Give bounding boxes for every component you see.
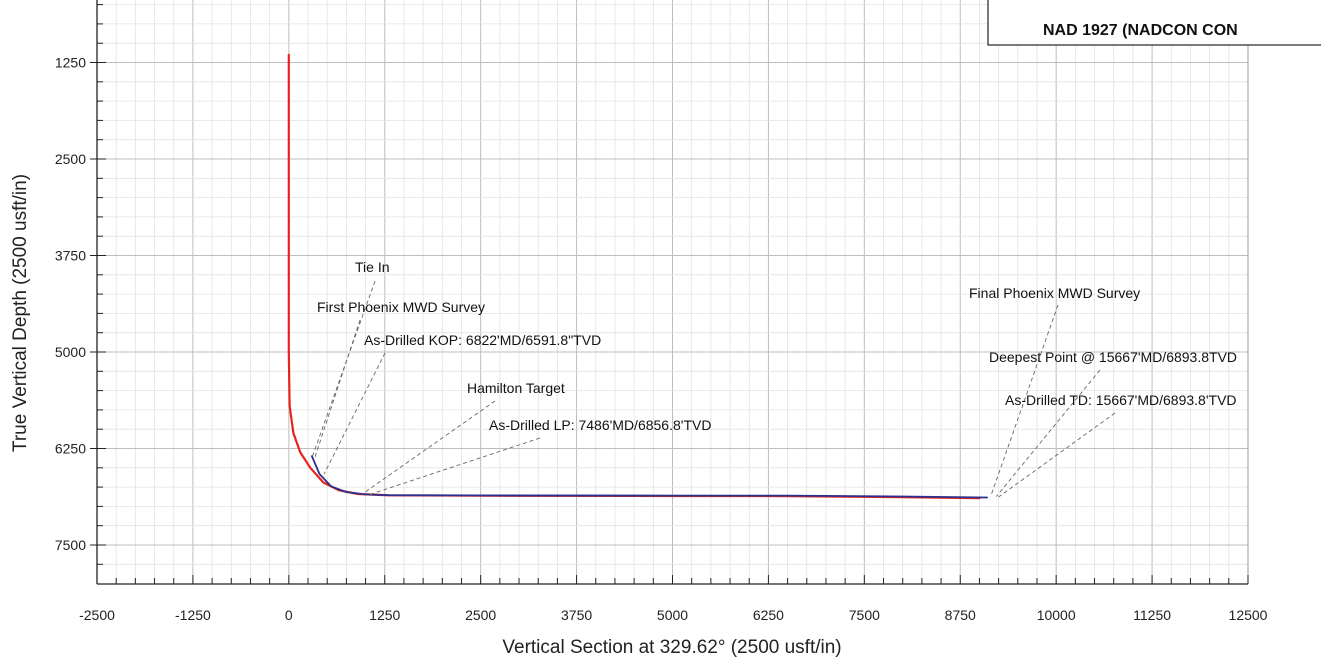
grid — [96, 0, 1249, 584]
annotation-leader — [369, 437, 541, 496]
x-axis-title: Vertical Section at 329.62° (2500 usft/i… — [502, 637, 841, 658]
annotation-leader — [323, 352, 386, 475]
annotation-label: Tie In — [355, 259, 390, 275]
x-tick-label: 12500 — [1229, 607, 1268, 623]
x-tick-label: 8750 — [945, 607, 976, 623]
y-tick-label: 6250 — [55, 441, 86, 457]
y-tick-label: 7500 — [55, 537, 86, 553]
annotation-leader — [313, 319, 361, 460]
crs-legend-frame — [987, 0, 1321, 46]
x-tick-label: 5000 — [657, 607, 688, 623]
annotation-label: First Phoenix MWD Survey — [317, 299, 485, 315]
y-tick-label: 5000 — [55, 344, 86, 360]
y-tick-label: 2500 — [55, 151, 86, 167]
x-tick-label: 10000 — [1037, 607, 1076, 623]
annotation-label: As-Drilled TD: 15667'MD/6893.8'TVD — [1005, 392, 1237, 408]
x-tick-label: 6250 — [753, 607, 784, 623]
annotation-leader — [998, 412, 1116, 498]
annotation-label: Deepest Point @ 15667'MD/6893.8TVD — [989, 349, 1237, 365]
annotation-leader — [995, 369, 1101, 497]
annotation-label: As-Drilled LP: 7486'MD/6856.8'TVD — [489, 417, 711, 433]
x-tick-label: 11250 — [1133, 607, 1171, 623]
y-axis-title: True Vertical Depth (2500 usft/in) — [10, 174, 31, 452]
x-tick-label: 3750 — [561, 607, 592, 623]
crs-legend-text: NAD 1927 (NADCON CON — [1043, 22, 1238, 39]
y-tick-label: 3750 — [55, 248, 86, 264]
annotation-label: Final Phoenix MWD Survey — [969, 285, 1140, 301]
x-tick-label: 2500 — [465, 607, 496, 623]
x-tick-label: 0 — [285, 607, 293, 623]
x-tick-label: -2500 — [79, 607, 115, 623]
axes: -2500 -1250 0 1250 2500 3750 5000 6250 7500 8750 1… — [55, 0, 1268, 623]
series — [287, 53, 988, 500]
x-tick-label: 7500 — [849, 607, 880, 623]
crs-legend-box: NAD 1927 (NADCON CON — [987, 0, 1321, 46]
annotation-label: Hamilton Target — [467, 380, 565, 396]
annotation-leader — [361, 400, 496, 495]
annotation-label: As-Drilled KOP: 6822'MD/6591.8"TVD — [364, 332, 601, 348]
x-tick-label: -1250 — [175, 607, 211, 623]
annotation-leader — [990, 304, 1059, 496]
y-tick-label: 1250 — [55, 55, 86, 71]
well-path-series-2 — [311, 455, 988, 499]
x-tick-label: 1250 — [369, 607, 400, 623]
annotations: Tie In First Phoenix MWD Survey As-Drilled… — [312, 259, 1237, 498]
